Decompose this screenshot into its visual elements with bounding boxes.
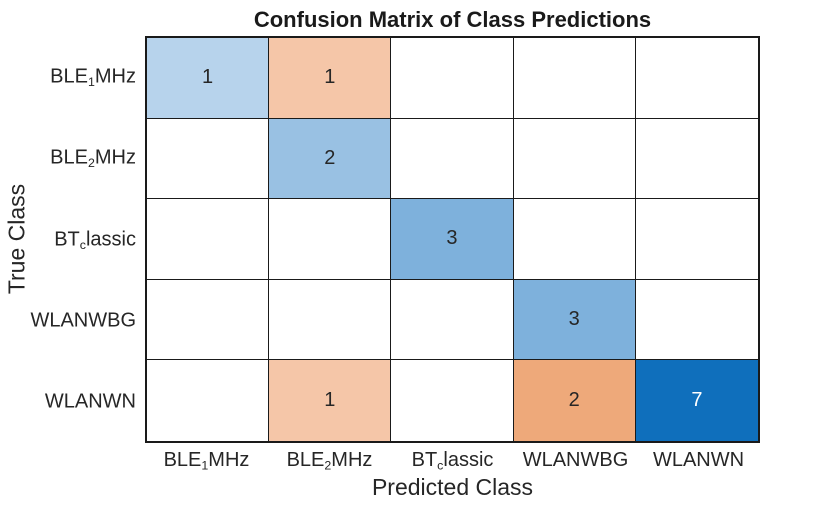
class-label-subscript: 2: [324, 458, 332, 473]
matrix-cell-r3-c4: [513, 199, 636, 280]
x-tick-label-WLANWBG: WLANWBG: [523, 449, 629, 472]
x-tick-label-BLE_1MHz: BLE1MHz: [164, 449, 250, 472]
matrix-cell-r4-c1: [147, 279, 270, 361]
class-label-subscript: 1: [87, 74, 95, 89]
y-tick-labels: BLE1MHz BLE2MHz BTclassic WLANWBG WLANWN: [0, 36, 136, 443]
class-label-text: BT: [54, 228, 80, 250]
y-tick-label-WLANWN: WLANWN: [45, 391, 136, 414]
class-label-text: MHz: [94, 65, 136, 88]
matrix-cell-r3-c2: [269, 199, 392, 280]
matrix-cell-r5-c3: [391, 360, 514, 441]
matrix-cell-r5-c5: 7: [635, 360, 758, 441]
matrix-cell-r1-c3: [391, 38, 514, 119]
class-label-text: WLANWN: [44, 390, 136, 413]
x-tick-label-BLE_2MHz: BLE2MHz: [287, 449, 373, 472]
class-label-text: BLE: [286, 449, 325, 471]
matrix-cell-r1-c4: [513, 38, 636, 119]
matrix-cell-r2-c2: 2: [269, 118, 392, 200]
matrix-cell-r1-c2: 1: [269, 38, 392, 119]
class-label-subscript: c: [79, 237, 86, 252]
class-label-text: BLE: [163, 449, 202, 471]
x-tick-labels: BLE1MHz BLE2MHz BTclassic WLANWBG WLANWN: [145, 449, 760, 472]
y-tick-label-BLE_2MHz: BLE2MHz: [50, 147, 136, 170]
y-tick-label-WLANWBG: WLANWBG: [30, 309, 136, 332]
matrix-cell-r2-c3: [391, 118, 514, 200]
matrix-cell-r5-c1: [147, 360, 270, 441]
class-label-text: BLE: [50, 65, 88, 88]
matrix-cell-r1-c5: [635, 38, 758, 119]
matrix-cell-r4-c5: [635, 279, 758, 361]
class-label-text: WLANWBG: [522, 449, 629, 471]
class-label-subscript: 2: [87, 156, 95, 171]
y-tick-label-BT_classic: BTclassic: [54, 228, 136, 251]
y-tick-label-BLE_1MHz: BLE1MHz: [50, 65, 136, 88]
class-label-text: lassic: [85, 228, 136, 250]
matrix-cell-r3-c5: [635, 199, 758, 280]
matrix-cell-r1-c1: 1: [147, 38, 270, 119]
matrix-cell-r2-c1: [147, 118, 270, 200]
x-tick-label-WLANWN: WLANWN: [653, 449, 744, 472]
matrix-cell-r3-c3: 3: [391, 199, 514, 280]
class-label-text: WLANWN: [652, 449, 745, 471]
matrix-cell-r5-c4: 2: [513, 360, 636, 441]
class-label-text: BT: [411, 449, 438, 471]
matrix-cell-r3-c1: [147, 199, 270, 280]
matrix-cell-r5-c2: 1: [269, 360, 392, 441]
class-label-subscript: c: [437, 458, 444, 473]
matrix-cell-r4-c4: 3: [513, 279, 636, 361]
class-label-text: WLANWBG: [30, 309, 136, 332]
class-label-text: MHz: [331, 449, 373, 471]
matrix-cell-r2-c5: [635, 118, 758, 200]
x-axis-title: Predicted Class: [371, 474, 534, 500]
matrix-cell-r2-c4: [513, 118, 636, 200]
x-tick-label-BT_classic: BTclassic: [412, 449, 494, 472]
class-label-text: MHz: [94, 146, 136, 169]
chart-title: Confusion Matrix of Class Predictions: [253, 7, 652, 32]
class-label-text: MHz: [208, 449, 250, 471]
matrix-cell-r4-c2: [269, 279, 392, 361]
matrix-cell-r4-c3: [391, 279, 514, 361]
class-label-text: lassic: [443, 449, 494, 471]
class-label-subscript: 1: [201, 458, 209, 473]
class-label-text: BLE: [50, 146, 88, 169]
